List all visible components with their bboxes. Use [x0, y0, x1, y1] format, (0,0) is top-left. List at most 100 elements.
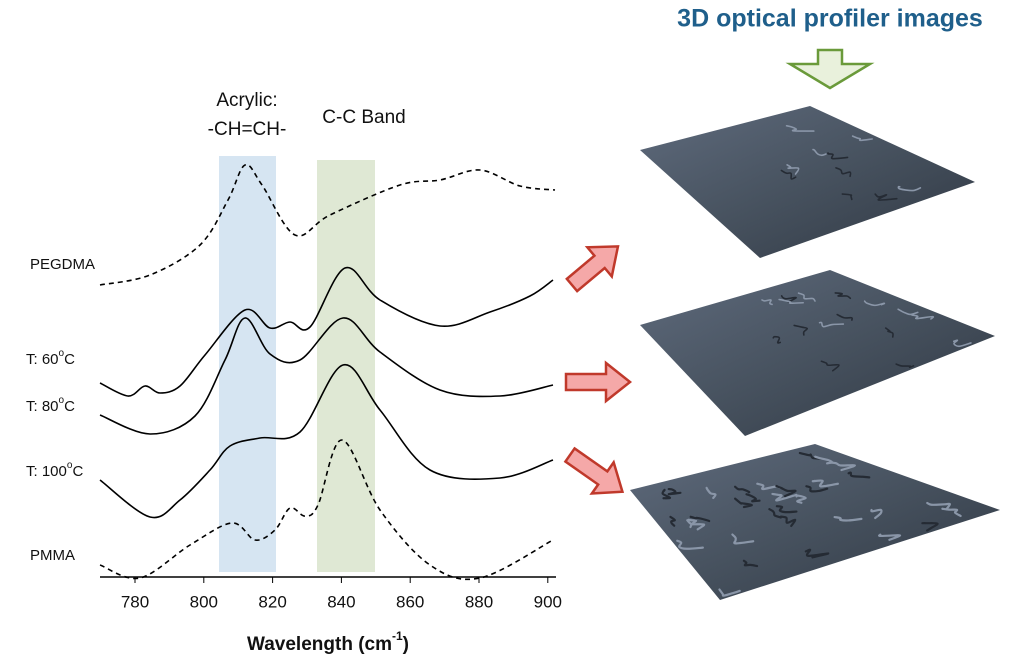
- spectrum: [99, 439, 554, 581]
- surface-ridge: [897, 185, 922, 192]
- axis-title-text: ): [403, 634, 409, 655]
- label-text: PEGDMA: [30, 256, 95, 273]
- surface-ridge: [811, 479, 840, 488]
- label-text: C: [64, 351, 75, 368]
- axis-title: Wavelength (cm-1): [247, 629, 409, 655]
- surface-ridge: [768, 508, 782, 519]
- surface-ridge: [785, 124, 815, 132]
- images-title: 3D optical profiler images: [677, 5, 983, 33]
- sample-label: T: 60oC: [26, 348, 75, 368]
- surface: [630, 444, 1000, 600]
- surface-ridge: [833, 515, 863, 522]
- surface-ridge: [669, 515, 676, 527]
- surface-ridge: [874, 193, 898, 201]
- arrow: [564, 360, 633, 404]
- surface-ridge: [797, 292, 816, 302]
- cc-band: [317, 160, 375, 572]
- label-text: PMMA: [30, 547, 75, 564]
- surface: [640, 106, 975, 258]
- surface-ridge: [676, 539, 704, 550]
- surface-ridge: [804, 548, 830, 559]
- spectrum: [99, 163, 556, 286]
- surface-ridge: [742, 559, 759, 568]
- surface-ridge: [870, 508, 883, 520]
- axis-title-text: Wavelength (cm: [247, 634, 392, 655]
- surface-ridge: [895, 363, 915, 369]
- surface-ridge: [884, 327, 894, 338]
- spectrum: [99, 364, 554, 519]
- label-sup: o: [67, 460, 73, 471]
- label-sup: o: [59, 348, 65, 359]
- sample-label: PEGDMA: [30, 256, 95, 273]
- surface-ridge: [851, 135, 873, 142]
- x-tick-label: 900: [534, 592, 562, 611]
- surface-ridge: [731, 533, 755, 545]
- surface-ridge: [733, 485, 751, 494]
- surface-ridge: [786, 163, 800, 175]
- spectrum: [99, 317, 554, 435]
- surface-ridge: [775, 505, 798, 514]
- arrow: [565, 245, 620, 293]
- surface-ridge: [818, 321, 845, 328]
- label-text: T: 100: [26, 463, 67, 480]
- axis-title-sup: -1: [392, 629, 403, 643]
- surface-ridge: [771, 492, 798, 502]
- surface-ridge: [897, 308, 919, 316]
- surface-ridge: [827, 152, 849, 160]
- label-text: C: [72, 463, 83, 480]
- surface-ridge: [718, 588, 741, 597]
- surface-ridge: [745, 493, 761, 503]
- surface-ridge: [878, 533, 902, 541]
- surface-ridge: [863, 300, 886, 307]
- surface-ridge: [686, 519, 706, 531]
- surface-ridge: [798, 451, 823, 460]
- band-label: C-C Band: [322, 107, 405, 128]
- sample-label: PMMA: [30, 547, 75, 564]
- arrow: [563, 446, 625, 495]
- surface-ridge: [775, 484, 797, 498]
- surface-ridge: [835, 167, 852, 178]
- sample-label: T: 100oC: [26, 460, 83, 480]
- surface-ridge: [834, 292, 852, 300]
- label-text: T: 60: [26, 351, 59, 368]
- band-label: -CH=CH-: [208, 119, 287, 140]
- surface-ridge: [778, 298, 804, 305]
- surface: [640, 270, 995, 436]
- surface-ridge: [847, 471, 871, 479]
- surface-ridge: [667, 487, 682, 496]
- acrylic-band: [219, 156, 276, 572]
- surface-ridge: [911, 314, 935, 320]
- x-tick-label: 860: [396, 592, 424, 611]
- spectra: [99, 163, 556, 581]
- label-text: C: [64, 398, 75, 415]
- surface-ridge: [820, 360, 840, 372]
- surface-ridge: [921, 522, 939, 532]
- x-tick-label: 780: [121, 592, 149, 611]
- spectrum: [99, 266, 554, 397]
- surface-ridge: [926, 501, 952, 511]
- x-ticks: 780 800 820 840 860 880 900: [121, 577, 562, 611]
- surface-ridge: [772, 335, 782, 344]
- surface-ridge: [941, 507, 962, 518]
- surface-ridge: [761, 299, 773, 306]
- band-label: Acrylic:: [216, 90, 277, 111]
- surface-ridge: [793, 324, 809, 336]
- surface-ridge: [812, 148, 827, 157]
- surface-ridge: [705, 486, 717, 500]
- x-tick-label: 840: [327, 592, 355, 611]
- surface-ridge: [836, 313, 854, 321]
- profiler-images: [630, 106, 1000, 600]
- surface-ridge: [661, 488, 672, 500]
- surface-ridge: [689, 515, 711, 523]
- surface-ridge: [805, 485, 829, 493]
- down-arrow: [785, 48, 875, 90]
- surface-ridge: [952, 339, 972, 348]
- surface-ridge: [780, 169, 797, 180]
- surface-ridge: [780, 295, 797, 303]
- surface-ridge: [841, 193, 853, 201]
- x-tick-label: 820: [258, 592, 286, 611]
- x-tick-label: 880: [465, 592, 493, 611]
- surface-ridge: [687, 518, 698, 529]
